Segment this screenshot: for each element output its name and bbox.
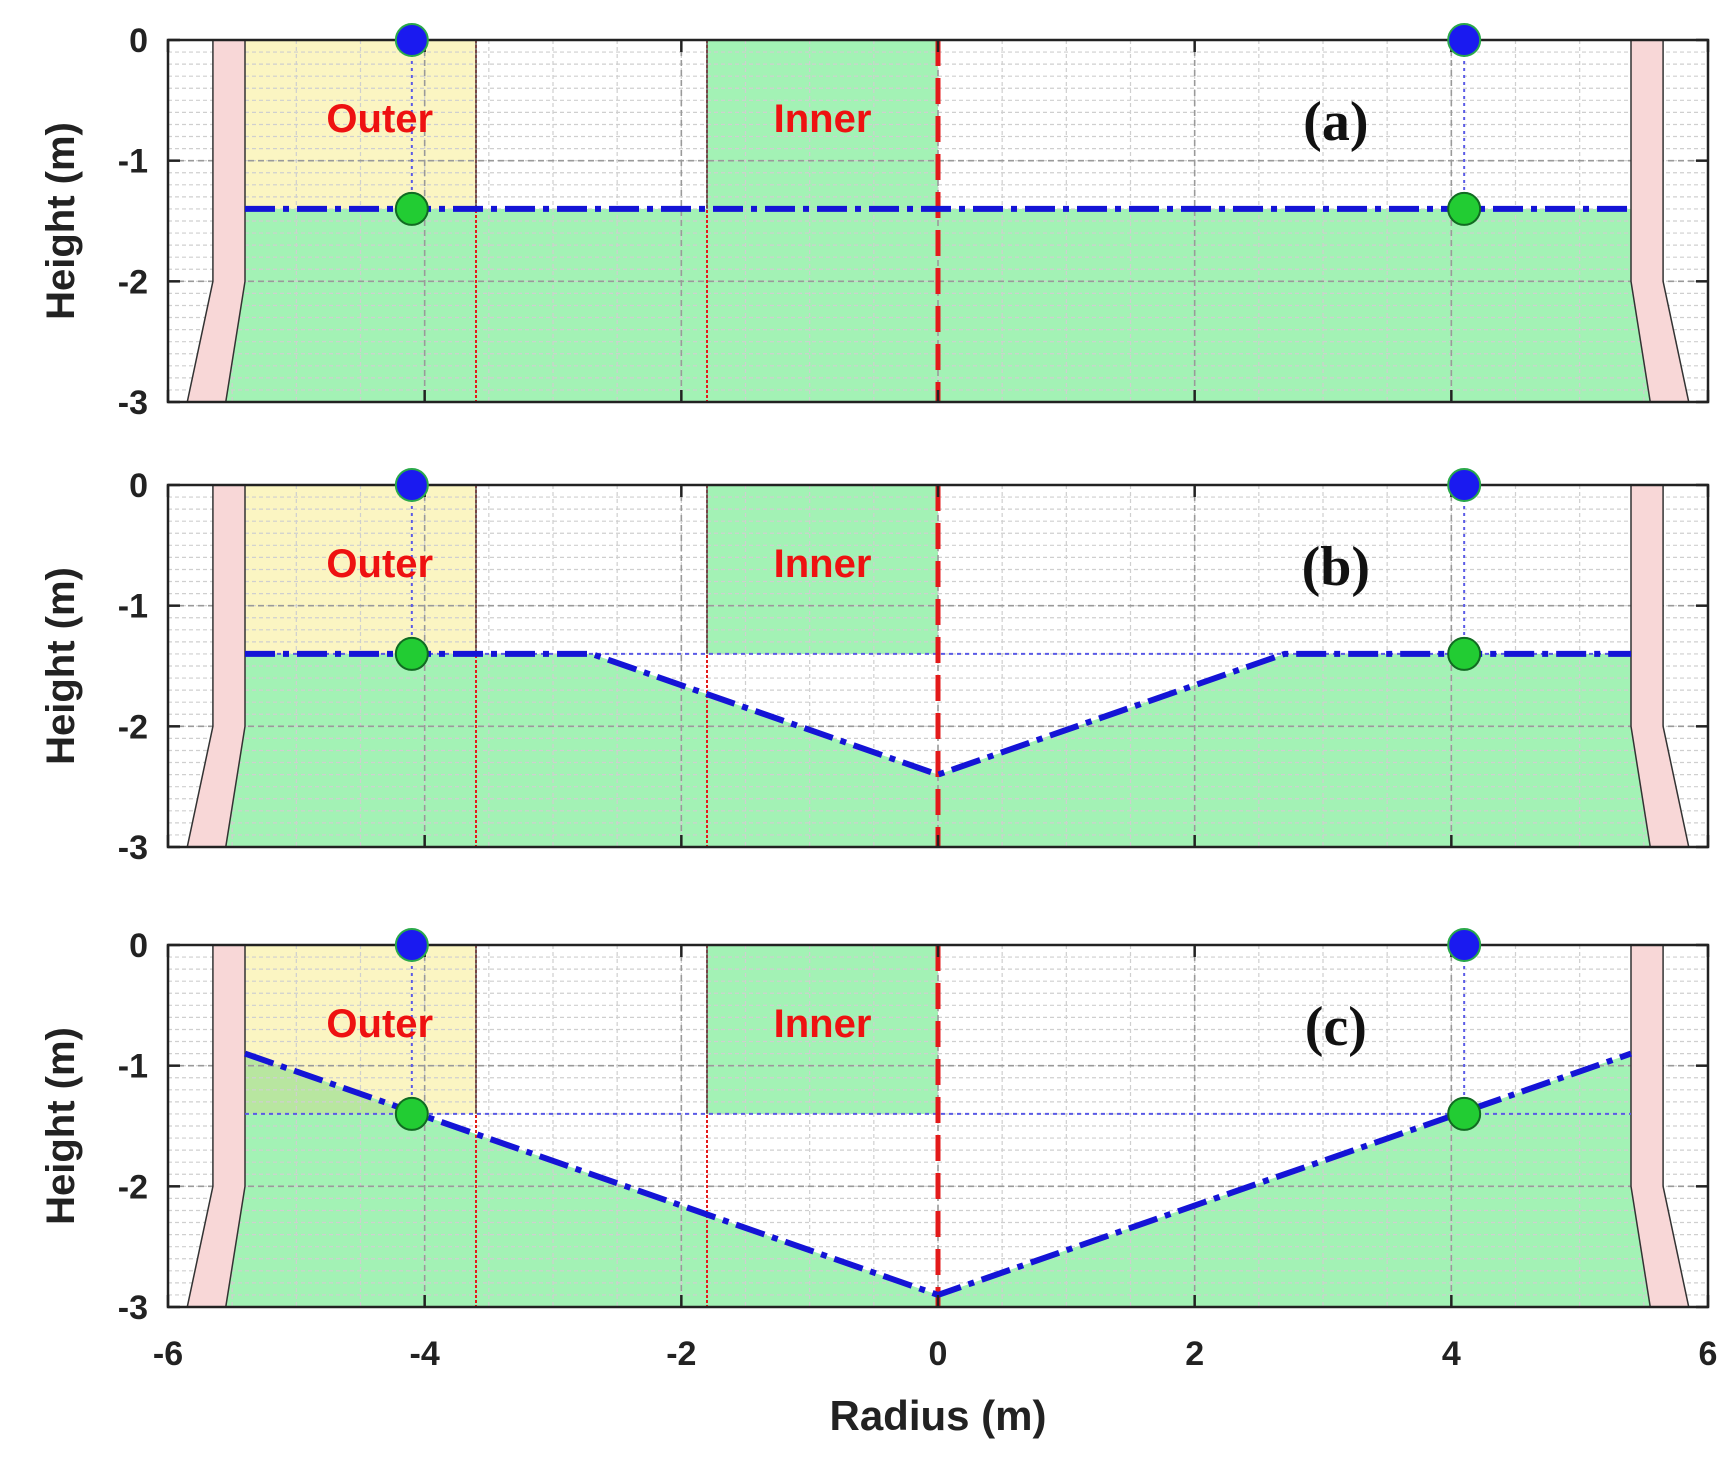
wall-left [186,40,246,402]
x-tick-label: 0 [929,1335,948,1373]
x-axis-label: Radius (m) [829,1392,1046,1439]
inner-region-label: Inner [774,97,872,141]
outer-region-label: Outer [326,97,433,141]
inner-region-label: Inner [774,1002,872,1046]
sensor-top-marker [394,23,429,57]
sensor-top-marker [1447,23,1482,57]
y-tick-label: 0 [129,927,148,965]
wall-right [1630,40,1690,402]
y-tick-label: -2 [118,1168,148,1206]
panel-b: 0 -1 -2 -3 Outer Inner (b) Height (m) [39,467,1710,867]
sensor-top-marker [394,928,429,962]
sensor-top-marker [1447,468,1482,502]
y-tick-label: -3 [118,829,148,867]
y-tick-label: -3 [118,1289,148,1327]
sensor-bottom-marker [1447,636,1482,671]
y-tick-label: 0 [129,22,148,60]
x-tick-label: -6 [153,1335,183,1373]
y-tick-label: -3 [118,384,148,422]
panel-letter: (a) [1303,91,1368,153]
wall-left [186,945,246,1307]
x-tick-label: 2 [1185,1335,1204,1373]
x-tick-label: 4 [1442,1335,1461,1373]
sensor-top-marker [1447,928,1482,962]
panel-letter: (c) [1305,996,1367,1058]
water-fill [225,1053,1651,1307]
sensor-bottom-marker [394,1096,429,1131]
wall-right [1630,485,1690,847]
sensor-bottom-marker [1447,1096,1482,1131]
outer-region-label: Outer [326,542,433,586]
sensor-bottom-marker [394,636,429,671]
wall-right [1630,945,1690,1307]
x-tick-label: -4 [410,1335,440,1373]
panel-a: 0 -1 -2 -3 Outer Inner (a) Height (m) [39,22,1710,422]
wall-left [186,485,246,847]
sensor-bottom-marker [394,191,429,226]
overlap-fill [245,1053,412,1114]
outer-region-label: Outer [326,1002,433,1046]
y-tick-label: -2 [118,263,148,301]
x-tick-label: -2 [666,1335,696,1373]
y-tick-label: -1 [118,143,148,181]
y-tick-label: 0 [129,467,148,505]
free-surface-line [244,1050,1632,1298]
y-tick-label: -2 [118,708,148,746]
y-axis-label: Height (m) [39,567,83,765]
y-tick-label: -1 [118,1048,148,1086]
free-surface-line [245,650,1631,778]
y-axis-label: Height (m) [39,122,83,320]
panel-c: 0 -1 -2 -3 Outer Inner (c) Height (m) -6 -4 -2 0 2 4 6 [39,927,1717,1373]
sensor-top-marker [394,468,429,502]
panel-letter: (b) [1302,536,1370,598]
inner-region-label: Inner [774,542,872,586]
sensor-bottom-marker [1447,191,1482,226]
y-tick-label: -1 [118,588,148,626]
y-axis-label: Height (m) [39,1027,83,1225]
x-tick-label: 6 [1699,1335,1718,1373]
